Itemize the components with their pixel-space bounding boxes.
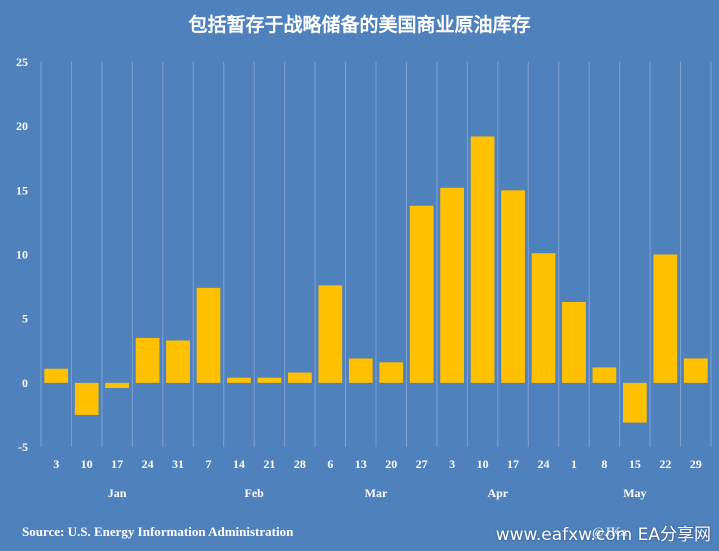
x-tick-label: 1 xyxy=(571,457,577,471)
bar xyxy=(348,358,373,383)
bar xyxy=(44,368,69,383)
credit-text: @JKa xyxy=(592,524,628,539)
x-tick-label: 31 xyxy=(172,457,184,471)
y-tick-label: 20 xyxy=(16,119,28,133)
watermark-text: www.eafxw.com EA分享网 xyxy=(495,525,711,545)
x-tick-label: 22 xyxy=(659,457,671,471)
bar xyxy=(501,190,525,383)
bar xyxy=(227,377,251,383)
x-tick-label: 24 xyxy=(142,457,154,471)
y-tick-label: 10 xyxy=(16,248,28,262)
bar xyxy=(135,337,160,383)
bar xyxy=(74,382,99,415)
y-tick-label: -5 xyxy=(18,440,28,454)
bar xyxy=(105,382,130,388)
bar xyxy=(379,362,404,383)
month-label: Jan xyxy=(108,486,127,500)
bar xyxy=(440,187,465,383)
y-tick-label: 25 xyxy=(16,55,28,69)
x-tick-label: 20 xyxy=(385,457,397,471)
x-tick-label: 6 xyxy=(327,457,333,471)
bar xyxy=(166,340,190,383)
x-tick-label: 28 xyxy=(294,457,306,471)
chart-title: 包括暂存于战略储备的美国商业原油库存 xyxy=(188,14,531,36)
bar xyxy=(470,136,495,383)
x-tick-label: 29 xyxy=(690,457,702,471)
month-label: Mar xyxy=(365,486,388,500)
source-note: Source: U.S. Energy Information Administ… xyxy=(22,524,294,539)
bar xyxy=(531,253,556,383)
x-tick-label: 7 xyxy=(206,457,212,471)
bar xyxy=(257,377,282,383)
bar xyxy=(196,287,221,383)
bar xyxy=(287,372,312,383)
x-tick-label: 8 xyxy=(601,457,607,471)
bar xyxy=(318,285,343,383)
bar xyxy=(622,382,647,423)
month-label: Feb xyxy=(245,486,265,500)
x-tick-label: 10 xyxy=(81,457,93,471)
x-tick-label: 13 xyxy=(355,457,367,471)
x-tick-label: 24 xyxy=(538,457,550,471)
bar xyxy=(409,205,434,383)
bar xyxy=(653,254,678,383)
x-tick-label: 10 xyxy=(477,457,489,471)
x-tick-label: 17 xyxy=(111,457,123,471)
bar xyxy=(592,367,617,383)
y-tick-label: 15 xyxy=(16,183,28,197)
y-tick-label: 0 xyxy=(22,376,28,390)
x-tick-label: 15 xyxy=(629,457,641,471)
month-label: May xyxy=(623,486,646,500)
x-tick-label: 14 xyxy=(233,457,245,471)
bar xyxy=(562,301,586,383)
y-tick-label: 5 xyxy=(22,312,28,326)
x-tick-label: 3 xyxy=(53,457,59,471)
x-tick-label: 21 xyxy=(263,457,275,471)
x-tick-label: 3 xyxy=(449,457,455,471)
bar xyxy=(683,358,708,383)
x-tick-label: 27 xyxy=(416,457,428,471)
x-tick-label: 17 xyxy=(507,457,519,471)
month-label: Apr xyxy=(487,486,508,500)
